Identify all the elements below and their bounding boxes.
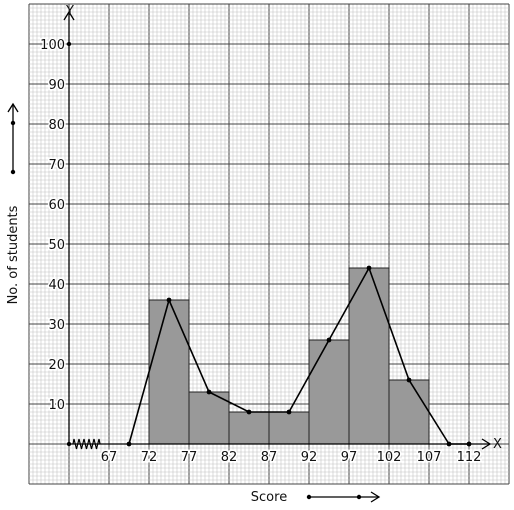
y-tick-label: 30 [48,318,65,333]
histogram-bar [228,411,270,445]
x-tick-label: 67 [101,450,118,465]
frequency-polygon [126,265,472,447]
x-tick-label: 72 [141,450,158,465]
histogram-bar [348,267,390,445]
x-axis-letter: X [493,437,502,452]
y-tick-label: 90 [48,78,65,93]
y-tick-label: 10 [48,398,65,413]
histogram-bar [308,339,350,445]
y-tick-label: 80 [48,118,65,133]
y-tick-label: 40 [48,278,65,293]
histogram-bar [148,299,190,445]
y-tick-label: 70 [48,158,65,173]
polygon-point [406,377,412,383]
x-axis-arrowhead [481,438,492,450]
x-tick-label: 97 [341,450,358,465]
polygon-point [206,389,212,395]
x-tick-label: 92 [301,450,318,465]
x-axis-break [72,438,101,450]
x-tick-label: 82 [221,450,238,465]
y-direction-dot [10,120,16,126]
x-direction-arrowhead [370,491,381,503]
histogram-bar [268,411,310,445]
x-direction-dot [306,494,312,500]
y-axis-arrowhead [63,10,75,21]
x-direction-dot [356,494,362,500]
polygon-point [166,297,172,303]
grid [28,3,510,485]
axes [63,10,492,450]
polygon-point [326,337,332,343]
x-axis-title: Score [251,490,287,505]
y-tick-label: 20 [48,358,65,373]
y-tick-label: 50 [48,238,65,253]
y-tick-label: 60 [48,198,65,213]
polygon-point [366,265,372,271]
x-tick-label: 87 [261,450,278,465]
polygon-point [246,409,252,415]
origin-dot [66,441,72,447]
y-axis-letter: Y [65,4,74,19]
tick-labels: 67 72 77 82 87 92 97 102 107 112 10 20 30 40 50 60 70 80 9… [6,4,502,505]
y-axis-title: No. of students [6,205,21,304]
histogram-bar [388,379,430,445]
y-direction-arrowhead [7,102,19,113]
polygon-point [446,441,452,447]
x-tick-label: 112 [457,450,482,465]
x-tick-label: 77 [181,450,198,465]
axis-decor [7,102,381,503]
y-top-dot [66,41,72,47]
polygon-point [466,441,472,447]
x-tick-label: 102 [377,450,402,465]
y-direction-dot [10,169,16,175]
y-tick-label: 100 [40,38,65,53]
polygon-point [126,441,132,447]
x-tick-label: 107 [417,450,442,465]
polygon-line [128,266,469,445]
polygon-point [286,409,292,415]
